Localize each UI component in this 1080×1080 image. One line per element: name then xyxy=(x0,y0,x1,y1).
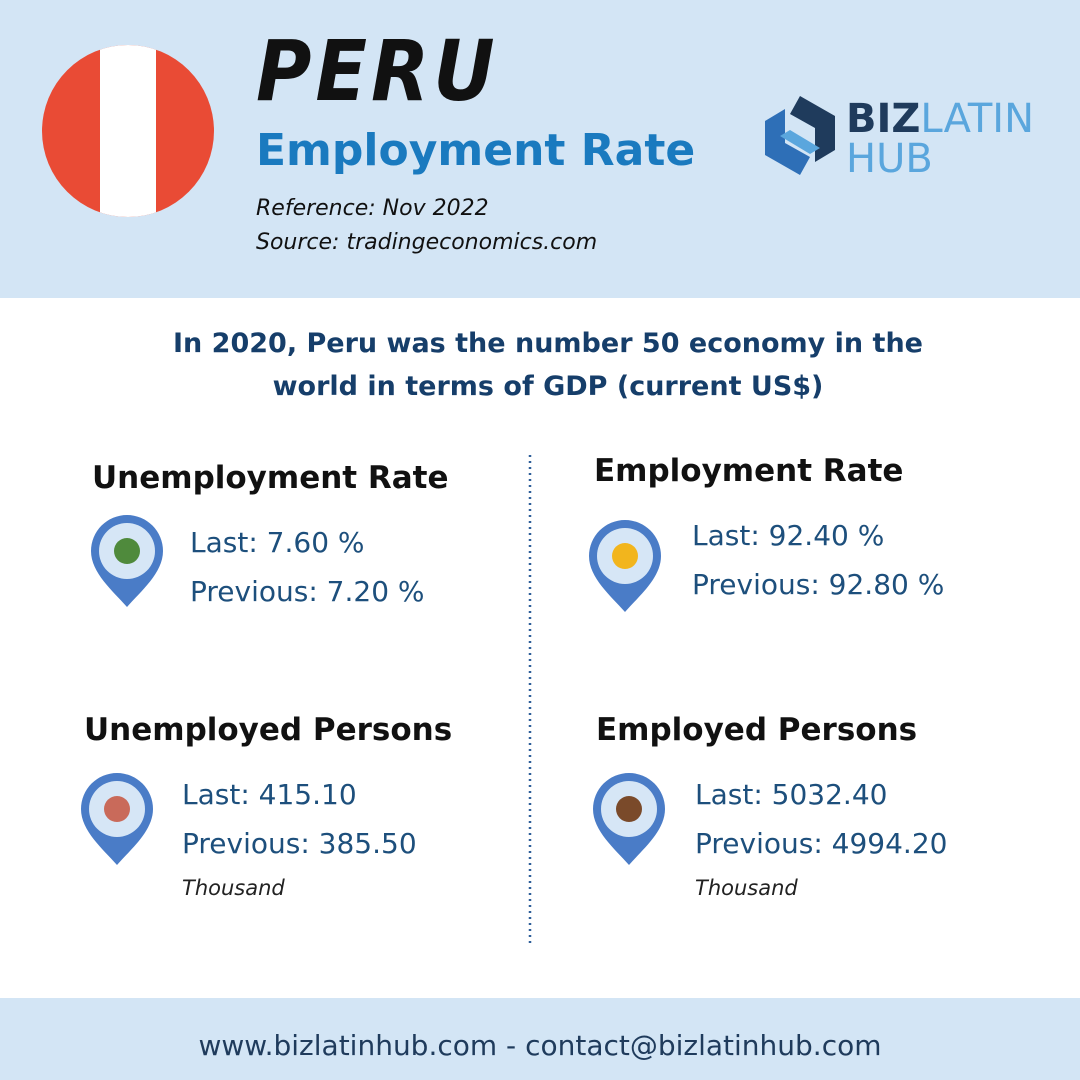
previous-value: Previous: 7.20 % xyxy=(190,575,425,608)
last-value: Last: 415.10 xyxy=(182,778,357,811)
pin-icon xyxy=(589,520,661,612)
reference: Reference: Nov 2022 xyxy=(256,196,489,221)
flag xyxy=(42,45,214,217)
last-value: Last: 7.60 % xyxy=(190,526,365,559)
logo-text: BIZLATIN xyxy=(846,96,1034,142)
block-title: Unemployed Persons xyxy=(84,712,452,748)
footer-text: www.bizlatinhub.com - contact@bizlatinhu… xyxy=(198,1029,881,1062)
last-value: Last: 5032.40 xyxy=(695,778,887,811)
title: PERU xyxy=(256,22,499,120)
footer-bg xyxy=(0,998,1080,1080)
subtitle: Employment Rate xyxy=(256,125,695,176)
unit: Thousand xyxy=(182,876,285,900)
intro-line: world in terms of GDP (current US$) xyxy=(273,371,824,402)
logo-biz: BIZ xyxy=(846,96,920,142)
previous-value: Previous: 92.80 % xyxy=(692,568,944,601)
block-title: Unemployment Rate xyxy=(92,460,449,496)
unit: Thousand xyxy=(695,876,798,900)
previous-value: Previous: 4994.20 xyxy=(695,827,947,860)
pin-icon xyxy=(593,773,665,865)
source: Source: tradingeconomics.com xyxy=(256,230,597,255)
block-title: Employment Rate xyxy=(594,453,903,489)
pin-symbol xyxy=(104,796,130,822)
pin-icon xyxy=(81,773,153,865)
logo-latin: LATIN xyxy=(920,96,1034,142)
pin-symbol xyxy=(612,543,638,569)
logo-hub: HUB xyxy=(846,136,933,182)
pin-symbol xyxy=(114,538,140,564)
intro-line: In 2020, Peru was the number 50 economy … xyxy=(173,328,923,359)
pin-symbol xyxy=(616,796,642,822)
logo-icon xyxy=(765,96,835,175)
block-title: Employed Persons xyxy=(596,712,917,748)
pin-icon xyxy=(91,515,163,607)
last-value: Last: 92.40 % xyxy=(692,519,884,552)
previous-value: Previous: 385.50 xyxy=(182,827,417,860)
